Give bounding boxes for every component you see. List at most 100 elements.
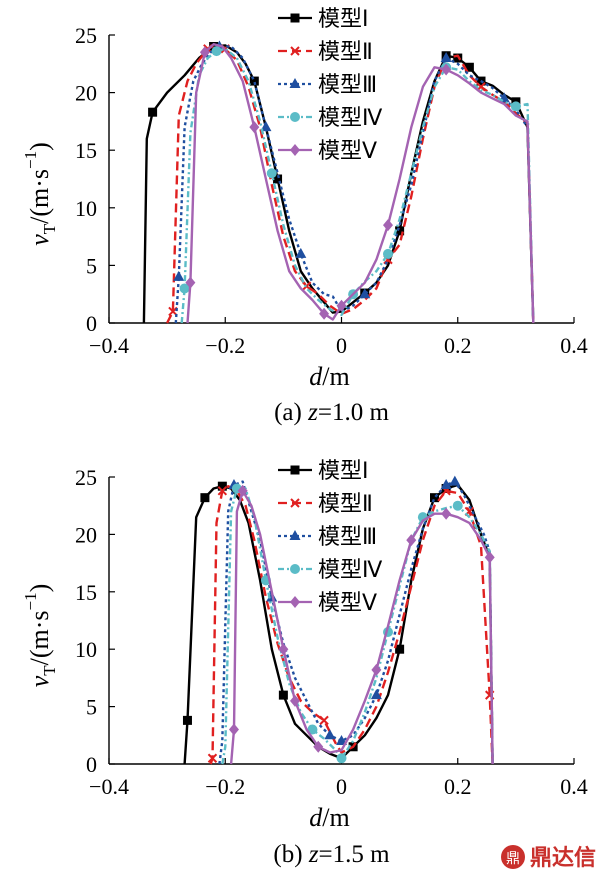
data-point-marker [173, 270, 185, 281]
y-tick-label: 25 [75, 465, 97, 490]
data-point-marker [278, 643, 289, 656]
data-point-marker [260, 121, 272, 132]
data-point-marker [440, 479, 452, 490]
data-point-marker [395, 226, 405, 236]
panel-caption: (b) z=1.5 m [273, 841, 390, 868]
series-4 [179, 46, 535, 324]
legend-item: 模型Ⅴ [278, 591, 377, 616]
data-point-marker [217, 486, 228, 496]
watermark-logo-glyph: 鼎 [506, 851, 520, 867]
watermark-logo-icon [501, 845, 525, 869]
data-point-marker [179, 283, 190, 294]
y-tick-label: 15 [75, 580, 97, 605]
data-point-marker [319, 715, 329, 726]
legend-marker [290, 465, 300, 475]
legend-item: 模型Ⅴ [278, 139, 377, 164]
legend-label: 模型Ⅱ [318, 40, 373, 65]
y-tick-label: 20 [75, 81, 97, 106]
y-tick-label: 0 [86, 311, 97, 336]
x-tick-label: 0.4 [560, 774, 588, 799]
legend-label: 模型Ⅰ [318, 7, 369, 32]
series-line [186, 43, 535, 324]
x-tick-label: 0.2 [444, 774, 472, 799]
legend-item: 模型Ⅱ [278, 492, 373, 517]
series-line [166, 43, 535, 324]
legend-label: 模型Ⅰ [318, 459, 369, 484]
data-point-marker [383, 219, 393, 232]
x-axis-label: d/m [309, 803, 349, 832]
x-tick-label: 0 [336, 774, 347, 799]
legend-item: 模型Ⅳ [278, 106, 383, 131]
y-tick-label: 10 [75, 637, 97, 662]
y-tick-label: 15 [75, 138, 97, 163]
x-tick-label: −0.4 [89, 774, 129, 799]
data-point-marker [237, 484, 248, 497]
data-point-marker [324, 729, 336, 740]
data-point-marker [336, 299, 347, 312]
legend-item: 模型Ⅲ [278, 73, 377, 98]
data-point-marker [370, 689, 382, 700]
data-point-marker [295, 247, 307, 258]
legend-marker [290, 498, 300, 508]
data-point-marker [336, 735, 347, 746]
panel-b: −0.4 −0.2 0 0.2 0.4 0 5 10 15 20 25 模型Ⅰ 模型Ⅱ 模型Ⅲ 模型Ⅳ 模型Ⅴ… [21, 459, 588, 868]
legend: 模型Ⅰ 模型Ⅱ 模型Ⅲ 模型Ⅳ 模型Ⅴ [278, 459, 383, 616]
legend-item: 模型Ⅱ [278, 40, 373, 65]
legend: 模型Ⅰ 模型Ⅱ 模型Ⅲ 模型Ⅳ 模型Ⅴ [278, 7, 383, 164]
legend-item: 模型Ⅲ [278, 525, 377, 550]
series-5 [228, 484, 495, 765]
y-tick-label: 10 [75, 196, 97, 221]
data-point-marker [395, 644, 405, 654]
data-point-marker [441, 507, 452, 520]
data-point-marker [228, 723, 239, 736]
legend-label: 模型Ⅳ [318, 106, 383, 131]
legend-label: 模型Ⅳ [318, 558, 383, 583]
data-point-marker [440, 52, 452, 63]
data-point-marker [510, 101, 521, 112]
data-point-marker [273, 174, 283, 184]
legend-label: 模型Ⅲ [318, 525, 377, 550]
y-axis-label: vT/(m·s−1) [21, 142, 59, 246]
data-point-marker [464, 62, 474, 72]
legend-marker [289, 530, 301, 540]
x-tick-label: −0.2 [205, 774, 245, 799]
data-point-marker [449, 475, 461, 486]
y-axis-label: vT/(m·s−1) [21, 584, 59, 688]
data-point-marker [199, 46, 210, 59]
data-point-marker [453, 53, 463, 63]
data-point-marker [278, 690, 288, 700]
data-point-marker [249, 76, 259, 86]
data-point-marker [430, 493, 439, 503]
series-line [221, 487, 494, 765]
legend-label: 模型Ⅲ [318, 73, 377, 98]
series-5 [185, 43, 535, 324]
data-point-marker [441, 63, 452, 76]
data-point-marker [383, 248, 393, 259]
data-point-marker [185, 276, 196, 289]
y-tick-label: 0 [86, 752, 97, 777]
panel-caption: (a) z=1.0 m [274, 399, 389, 426]
data-point-marker [290, 694, 300, 707]
x-tick-label: 0.2 [444, 333, 472, 358]
data-point-marker [217, 481, 227, 491]
x-tick-label: 0.4 [560, 333, 588, 358]
x-axis-label: d/m [309, 362, 349, 391]
series-4 [221, 483, 494, 765]
panel-a: −0.4 −0.2 0 0.2 0.4 0 5 10 15 20 25 模型Ⅰ 模型Ⅱ 模型Ⅲ 模型Ⅳ 模型Ⅴ… [21, 7, 588, 426]
data-point-marker [319, 307, 330, 320]
data-point-marker [307, 724, 318, 735]
series-line [229, 489, 494, 765]
data-point-marker [207, 753, 218, 763]
watermark: 鼎 鼎达信 [501, 845, 596, 871]
data-point-marker [336, 753, 347, 764]
legend-marker [290, 46, 300, 56]
series-line [218, 480, 494, 765]
y-tick-label: 5 [86, 253, 97, 278]
legend-label: 模型Ⅴ [318, 591, 377, 616]
legend-marker [289, 78, 301, 88]
legend-label: 模型Ⅴ [318, 139, 377, 164]
data-point-marker [313, 740, 324, 753]
data-point-marker [182, 715, 192, 725]
